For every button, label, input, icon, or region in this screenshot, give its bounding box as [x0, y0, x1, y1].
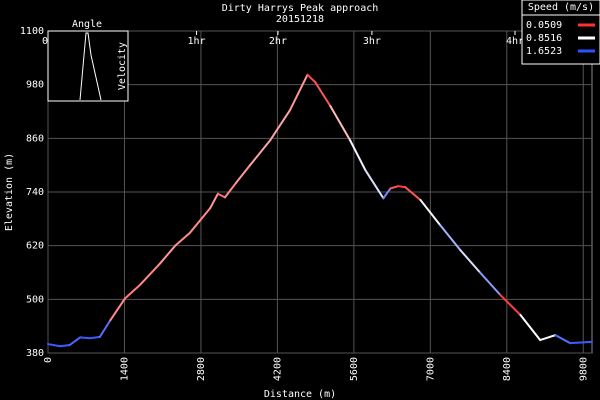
y-tick-label: 860: [26, 133, 44, 144]
line-segment: [419, 199, 442, 227]
line-segment: [306, 73, 317, 83]
x-tick-label: 1400: [119, 357, 130, 381]
legend: Speed (m/s) 0.0509 0.8516 1.6523: [521, 0, 600, 65]
line-segment: [539, 334, 557, 342]
y-tick-label: 740: [26, 187, 44, 198]
inset: Angle Velocity: [47, 19, 129, 102]
line-segment: [209, 192, 219, 210]
y-tick-label: 1100: [20, 26, 44, 37]
inset-frame: [47, 30, 129, 102]
inset-title: Angle: [72, 19, 102, 30]
line-segment: [389, 185, 400, 190]
line-segment: [569, 340, 593, 345]
line-segment: [382, 187, 392, 200]
y-tick-label: 620: [26, 241, 44, 252]
line-segment: [234, 164, 252, 185]
line-segment: [59, 343, 71, 348]
x-tick-label: 7000: [425, 357, 436, 381]
line-segment: [189, 207, 212, 234]
inset-line: [79, 32, 102, 101]
top-tick-label: 1hr: [188, 36, 206, 47]
top-tick-label: 4hr: [506, 36, 524, 47]
line-segment: [109, 297, 127, 322]
line-segment: [249, 139, 272, 167]
x-axis-label: Distance (m): [264, 389, 336, 400]
legend-title: Speed (m/s): [528, 2, 594, 13]
x-tick-label: 4200: [272, 357, 283, 381]
y-tick-label: 380: [26, 348, 44, 359]
line-segment: [89, 335, 101, 340]
line-segment: [459, 249, 482, 274]
legend-label: 0.8516: [526, 33, 562, 44]
line-segment: [288, 73, 309, 112]
line-segment: [68, 336, 82, 346]
x-tick-label: 9800: [578, 357, 589, 381]
line-segment: [158, 244, 177, 265]
line-segment: [499, 293, 522, 316]
line-segment: [269, 109, 291, 142]
line-segment: [98, 319, 112, 338]
line-segment: [139, 262, 161, 286]
line-segment: [519, 313, 542, 342]
line-segment: [397, 185, 407, 189]
line-segment: [216, 192, 226, 199]
line-segment: [364, 169, 385, 200]
line-segment: [554, 334, 572, 345]
line-segment: [174, 231, 192, 247]
line-segment: [223, 182, 237, 199]
y-axis-label: Elevation (m): [4, 153, 15, 231]
legend-label: 0.0509: [526, 20, 562, 31]
line-segment: [349, 139, 367, 172]
x-tick-label: 8400: [502, 357, 513, 381]
line-segment: [439, 224, 462, 252]
y-tick-label: 500: [26, 294, 44, 305]
line-segment: [329, 105, 352, 142]
chart-subtitle: 20151218: [276, 14, 324, 25]
line-segment: [47, 343, 62, 348]
inset-side-label: Velocity: [117, 42, 128, 90]
top-tick-label: 3hr: [363, 36, 381, 47]
legend-frame: [521, 0, 600, 65]
line-segment: [404, 186, 422, 202]
line-segment: [79, 336, 92, 340]
line-segment: [124, 283, 142, 300]
x-tick-label: 2800: [196, 357, 207, 381]
chart-title: Dirty Harrys Peak approach: [222, 3, 379, 14]
top-tick-label: 2hr: [269, 36, 287, 47]
legend-label: 1.6523: [526, 46, 562, 57]
line-segment: [314, 80, 332, 108]
y-tick-label: 980: [26, 80, 44, 91]
x-tick-label: 0: [43, 357, 54, 363]
line-segment: [479, 271, 502, 296]
x-tick-label: 5600: [349, 357, 360, 381]
